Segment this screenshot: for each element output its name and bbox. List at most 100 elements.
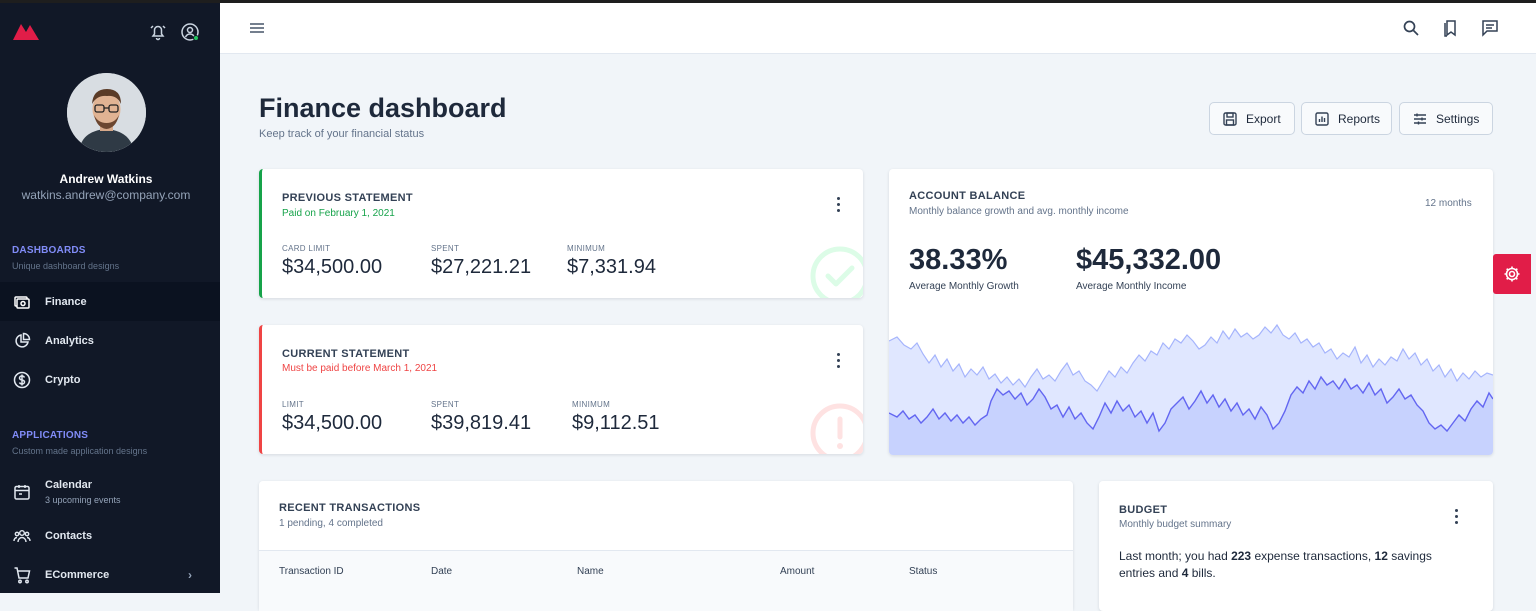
income-series-area: [889, 377, 1493, 455]
divider: [259, 550, 1073, 551]
sidebar-item-label: Crypto: [45, 373, 81, 386]
sidebar-item-analytics[interactable]: Analytics: [0, 321, 220, 360]
reports-button-label: Reports: [1338, 111, 1381, 126]
stat-label: LIMIT: [282, 400, 304, 409]
calendar-icon: [14, 485, 30, 500]
save-icon: [1223, 111, 1237, 126]
table-header: [259, 551, 1073, 611]
payment-status: Must be paid before March 1, 2021: [282, 363, 438, 374]
stat-label: MINIMUM: [572, 400, 611, 409]
bell-icon[interactable]: [148, 22, 168, 42]
section-title-dashboards: DASHBOARDS: [12, 245, 86, 256]
stat-label: CARD LIMIT: [282, 244, 331, 253]
savings-count: 12: [1374, 549, 1388, 563]
column-header-status[interactable]: Status: [909, 566, 938, 577]
sidebar-item-crypto[interactable]: Crypto: [0, 360, 220, 399]
sidebar-item-label: Analytics: [45, 334, 94, 347]
budget-text: bills.: [1188, 566, 1216, 580]
section-subtitle-dashboards: Unique dashboard designs: [12, 261, 120, 271]
exclamation-circle-icon: [810, 403, 863, 454]
budget-text: Last month; you had: [1119, 549, 1232, 563]
section-title-applications: APPLICATIONS: [12, 430, 89, 441]
sidebar-item-calendar[interactable]: Calendar 3 upcoming events: [0, 472, 220, 512]
column-header-transaction-id[interactable]: Transaction ID: [279, 566, 344, 577]
range-label[interactable]: 12 months: [1425, 198, 1472, 209]
sidebar-item-ecommerce[interactable]: ECommerce ›: [0, 555, 220, 594]
card-title: RECENT TRANSACTIONS: [279, 502, 421, 514]
expense-count: 223: [1231, 549, 1252, 563]
top-bar: [220, 3, 1536, 54]
stat-value: $34,500.00: [282, 412, 383, 434]
growth-value: 38.33%: [909, 244, 1008, 276]
card-title: PREVIOUS STATEMENT: [282, 192, 413, 204]
window-top-border: [0, 0, 1536, 3]
page-title: Finance dashboard: [259, 93, 507, 123]
pie-chart-icon: [15, 332, 31, 348]
page-subtitle: Keep track of your financial status: [259, 128, 425, 140]
budget-card: BUDGET Monthly budget summary Last month…: [1099, 481, 1493, 611]
more-options-icon[interactable]: [1455, 509, 1459, 525]
user-name: Andrew Watkins: [59, 172, 153, 186]
search-icon[interactable]: [1401, 18, 1421, 38]
more-options-icon[interactable]: [837, 197, 841, 213]
sliders-icon: [1414, 113, 1426, 124]
column-header-amount[interactable]: Amount: [780, 566, 815, 577]
users-icon: [13, 529, 31, 542]
logo-icon[interactable]: [12, 20, 40, 42]
stat-value: $39,819.41: [431, 412, 532, 434]
budget-text: entries and: [1119, 566, 1182, 580]
more-options-icon[interactable]: [837, 353, 841, 369]
card-subtitle: Monthly budget summary: [1119, 519, 1232, 530]
menu-icon[interactable]: [247, 18, 267, 38]
income-value: $45,332.00: [1076, 244, 1222, 276]
user-email: watkins.andrew@company.com: [21, 188, 191, 202]
column-header-name[interactable]: Name: [577, 566, 604, 577]
budget-text: expense transactions,: [1251, 549, 1375, 563]
user-circle-icon[interactable]: [180, 22, 200, 42]
stat-label: SPENT: [431, 244, 460, 253]
balance-area-chart: [889, 323, 1493, 455]
stat-value: $9,112.51: [572, 412, 660, 434]
settings-button-label: Settings: [1436, 111, 1480, 126]
account-balance-card: ACCOUNT BALANCE Monthly balance growth a…: [889, 169, 1493, 455]
chevron-right-icon: ›: [188, 567, 192, 582]
sidebar-item-label: ECommerce: [45, 568, 110, 581]
export-button[interactable]: Export: [1209, 102, 1295, 135]
previous-statement-card: PREVIOUS STATEMENT Paid on February 1, 2…: [259, 169, 863, 298]
check-circle-icon: [810, 246, 863, 298]
sidebar-item-label: Calendar: [45, 479, 93, 491]
income-label: Average Monthly Income: [1076, 281, 1187, 292]
income-series-line: [889, 375, 1493, 433]
cog-icon: [1504, 266, 1520, 282]
balance-series-line: [889, 323, 1493, 392]
current-statement-card: CURRENT STATEMENT Must be paid before Ma…: [259, 325, 863, 454]
card-title: BUDGET: [1119, 504, 1168, 516]
currency-dollar-icon: [13, 371, 31, 388]
settings-button[interactable]: Settings: [1399, 102, 1493, 135]
cart-icon: [14, 566, 31, 583]
stat-value: $27,221.21: [431, 256, 532, 278]
stat-value: $34,500.00: [282, 256, 383, 278]
budget-text: savings: [1387, 549, 1432, 563]
avatar[interactable]: [67, 73, 146, 152]
cash-icon: [14, 295, 30, 309]
bills-count: 4: [1181, 566, 1189, 580]
card-title: CURRENT STATEMENT: [282, 348, 410, 360]
card-title: ACCOUNT BALANCE: [909, 190, 1026, 202]
stat-label: SPENT: [431, 400, 460, 409]
sidebar: Andrew Watkins watkins.andrew@company.co…: [0, 0, 220, 593]
column-header-date[interactable]: Date: [431, 566, 453, 577]
export-button-label: Export: [1246, 111, 1281, 126]
chart-bar-icon: [1315, 111, 1329, 126]
sidebar-item-contacts[interactable]: Contacts: [0, 516, 220, 555]
sidebar-item-sublabel: 3 upcoming events: [45, 495, 121, 505]
bookmarks-icon[interactable]: [1441, 18, 1461, 38]
sidebar-item-finance[interactable]: Finance: [0, 282, 220, 321]
recent-transactions-card: RECENT TRANSACTIONS 1 pending, 4 complet…: [259, 481, 1073, 611]
theme-settings-button[interactable]: [1493, 254, 1531, 294]
stat-label: MINIMUM: [567, 244, 606, 253]
reports-button[interactable]: Reports: [1301, 102, 1392, 135]
section-subtitle-applications: Custom made application designs: [12, 446, 148, 456]
chat-icon[interactable]: [1480, 18, 1500, 38]
sidebar-item-label: Contacts: [45, 529, 93, 542]
